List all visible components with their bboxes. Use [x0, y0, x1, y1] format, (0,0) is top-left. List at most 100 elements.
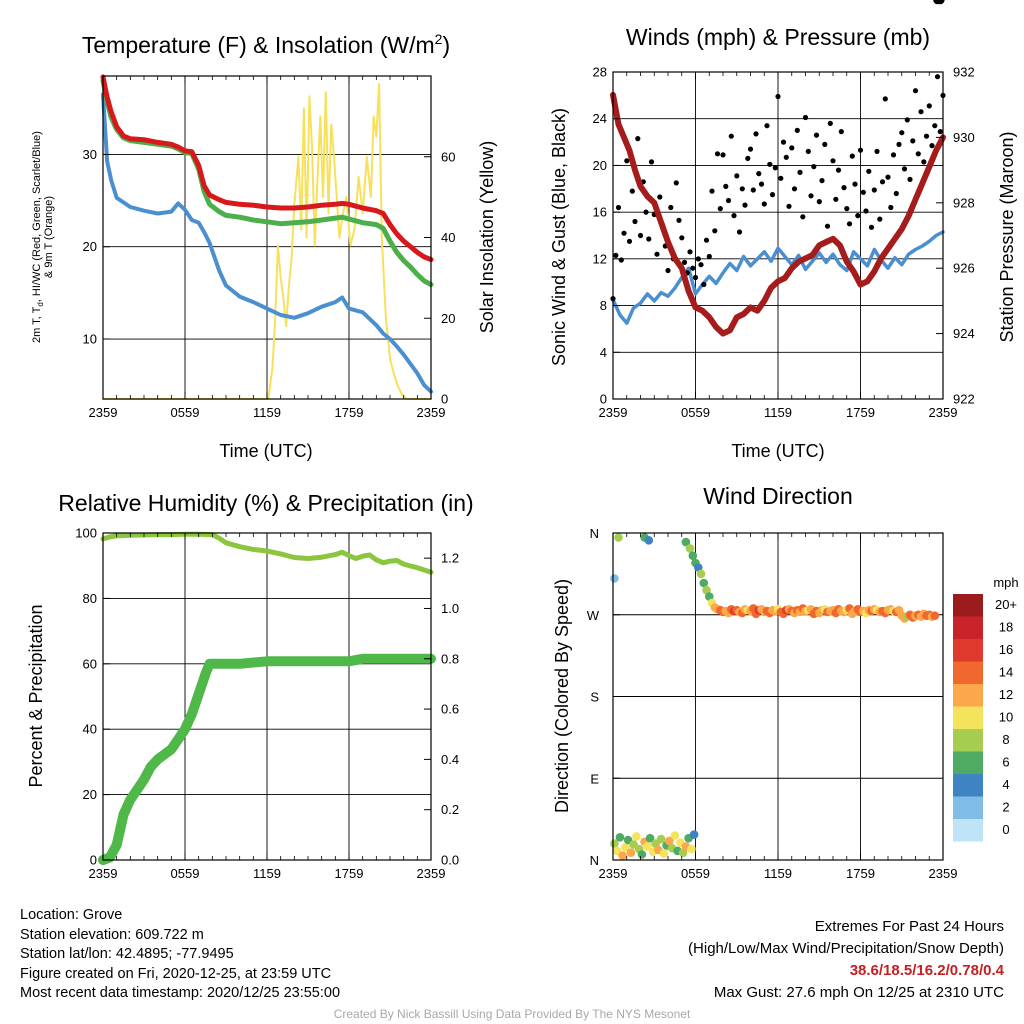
dir-ytick-label: N: [590, 853, 599, 868]
direction-point: [618, 851, 627, 860]
gust-point: [838, 129, 844, 135]
wind-ytick-label: 12: [593, 251, 607, 266]
rh-y2tick-label: 0.0: [441, 853, 459, 868]
direction-point: [643, 842, 652, 851]
wind-y2tick-label: 932: [953, 65, 975, 80]
wind-xtick-label: 1159: [764, 405, 792, 420]
gust-point: [841, 185, 847, 191]
gust-point: [888, 204, 894, 211]
gust-point: [648, 159, 655, 165]
wind-direction-chart-title: Wind Direction: [703, 483, 853, 509]
gust-point: [797, 169, 803, 175]
gust-point: [621, 230, 627, 236]
gust-point: [863, 208, 869, 214]
direction-point: [632, 832, 641, 841]
rh-xtick-label: 2359: [89, 866, 118, 881]
temp-xtick-label: 1159: [253, 405, 281, 420]
gust-point: [879, 179, 886, 185]
extremes-title: Extremes For Past 24 Hours: [814, 918, 1004, 935]
wind-direction-plot-frame: [612, 532, 944, 861]
wind-xtick-label: 2359: [929, 405, 958, 420]
rh-ytick-label: 60: [83, 656, 97, 671]
wind-y2tick-label: 926: [953, 261, 975, 276]
gust-point: [901, 166, 908, 172]
rh-xtick-label: 2359: [417, 866, 446, 881]
colorbar-label: 18: [999, 620, 1013, 635]
wind-ytick-label: 24: [593, 111, 607, 126]
direction-point: [930, 611, 940, 620]
figure-created: Figure created on Fri, 2020-12-25, at 23…: [20, 965, 332, 982]
gust-point: [929, 143, 935, 149]
direction-point: [615, 833, 625, 842]
gust-point: [676, 217, 682, 223]
temp-series-2m-td: [100, 78, 434, 288]
wind-xtick-label: 1759: [846, 405, 875, 420]
gust-point: [706, 253, 712, 260]
gust-point: [852, 181, 858, 187]
gust-point: [794, 127, 800, 133]
gust-point: [703, 237, 710, 243]
colorbar-swatch: [953, 774, 983, 797]
direction-point: [665, 836, 674, 846]
gust-point: [657, 194, 663, 200]
humidity-y-axis-title: Percent & Precipitation: [26, 604, 46, 787]
direction-point: [645, 833, 655, 843]
gust-point: [857, 147, 864, 153]
colorbar-label: 0: [1002, 822, 1009, 837]
dir-ytick-label: E: [590, 771, 599, 786]
gust-point: [912, 88, 919, 94]
temp-y2tick-label: 0: [441, 392, 448, 407]
gust-point: [802, 114, 809, 121]
temp-series-2m-t: [100, 74, 434, 263]
gust-point: [907, 176, 913, 182]
colorbar-label: 14: [999, 665, 1013, 680]
gust-point: [626, 238, 633, 244]
gust-point: [681, 259, 688, 265]
gust-point: [904, 117, 910, 123]
rh-ytick-label: 20: [83, 787, 97, 802]
humidity-chart-title: Relative Humidity (%) & Precipitation (i…: [58, 490, 473, 516]
temp-ytick-label: 30: [83, 147, 97, 162]
rh-y2tick-label: 0.2: [441, 802, 459, 817]
colorbar-swatch: [953, 706, 983, 729]
wind-ytick-label: 8: [600, 298, 607, 313]
gust-point: [783, 154, 789, 160]
gust-point: [769, 192, 776, 198]
speed-colorbar: 20+ 18 16 14 12 10 8 6 4 2 0: [953, 594, 1017, 842]
temp-xtick-label: 2359: [89, 405, 118, 420]
colorbar-swatch: [953, 616, 983, 639]
temperature-y-axis-title: 2m T, Td, HI/WC (Red, Green, Scarlet/Blu…: [31, 131, 55, 343]
colorbar-label: 6: [1002, 755, 1009, 770]
gust-point: [885, 174, 891, 180]
direction-point: [699, 578, 709, 588]
svg-text:2m T, Td, HI/WC (Red, Green, S: 2m T, Td, HI/WC (Red, Green, Scarlet/Blu…: [31, 131, 45, 343]
wind-ytick-label: 0: [600, 392, 607, 407]
gust-point: [750, 187, 756, 193]
wind-direction-y-axis-title: Direction (Colored By Speed): [552, 579, 572, 813]
gust-point: [758, 181, 765, 187]
gust-point: [819, 178, 825, 184]
gust-point: [877, 216, 883, 222]
gust-point: [723, 183, 729, 189]
direction-point: [637, 850, 647, 859]
temp-ytick-label: 10: [83, 332, 97, 347]
wind-series-sonic-wind: [611, 230, 945, 325]
gust-point: [756, 171, 762, 177]
gust-point: [934, 74, 941, 80]
max-gust: Max Gust: 27.6 mph On 12/25 at 2310 UTC: [713, 984, 1004, 1001]
gust-point: [720, 152, 726, 158]
gust-point: [835, 167, 842, 173]
gust-point: [871, 187, 877, 193]
direction-point: [656, 834, 666, 844]
insolation-y-axis-title: Solar Insolation (Yellow): [477, 141, 497, 333]
winds-plot-frame: [612, 71, 944, 400]
gust-point: [910, 138, 916, 144]
colorbar-swatch: [953, 639, 983, 662]
gust-point: [926, 103, 932, 109]
rh-xtick-label: 0559: [171, 866, 200, 881]
gust-point: [830, 158, 836, 164]
